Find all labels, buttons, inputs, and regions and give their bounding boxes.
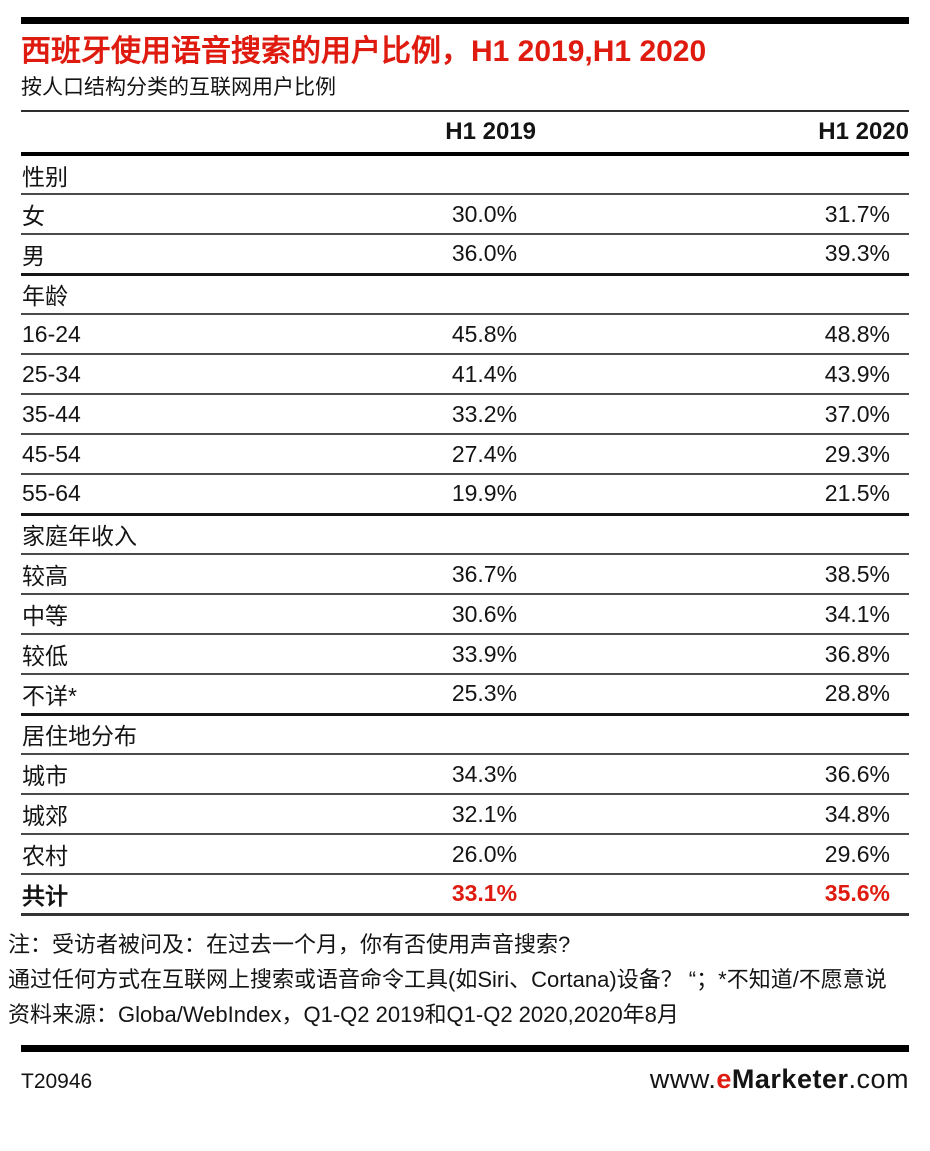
table-row: 男 36.0% 39.3% <box>21 234 909 274</box>
cell-value-h1-2020: 28.8% <box>824 680 890 707</box>
table-row: 较高 36.7% 38.5% <box>21 554 909 594</box>
row-label: 男 <box>22 242 45 269</box>
cell-value-h1-2019: 25.3% <box>451 680 518 707</box>
row-label: 35-44 <box>22 400 81 427</box>
row-label: 16-24 <box>22 320 81 347</box>
cell-value-h1-2019: 36.7% <box>451 560 518 587</box>
cell-value-h1-2019: 45.8% <box>451 320 518 347</box>
table-row: 女 30.0% 31.7% <box>21 194 909 234</box>
row-label-column-header <box>21 111 341 154</box>
table-row: 45-54 27.4% 29.3% <box>21 434 909 474</box>
note-line-source: 资料来源：Globa/WebIndex，Q1-Q2 2019和Q1-Q2 202… <box>8 1001 679 1027</box>
wordmark-www: www. <box>649 1063 717 1094</box>
top-divider-bar <box>21 17 909 24</box>
cell-value-h1-2019: 26.0% <box>451 840 518 867</box>
row-label: 农村 <box>22 843 68 869</box>
cell-value-h1-2020: 34.8% <box>824 800 890 827</box>
chart-subtitle: 按人口结构分类的互联网用户比例 <box>21 76 336 99</box>
cell-value-h1-2019: 27.4% <box>451 440 518 467</box>
row-label: 55-64 <box>22 480 81 507</box>
demographics-table: H1 2019 H1 2020 性别女 30.0% 31.7% 男 36.0% 39.3%… <box>21 110 909 916</box>
section-header-row: 居住地分布 <box>21 714 909 754</box>
row-label: 城郊 <box>22 803 68 829</box>
footnotes: 注：受访者被问及：在过去一个月，你有否使用声音搜索? 通过任何方式在互联网上搜索… <box>8 927 922 1032</box>
cell-value-h1-2020: 29.6% <box>824 840 890 867</box>
table-row: 城市 34.3% 36.6% <box>21 754 909 794</box>
cell-value-h1-2019: 34.3% <box>451 760 518 787</box>
cell-value-h1-2019: 30.6% <box>451 600 518 627</box>
chart-title: 西班牙使用语音搜索的用户比例，H1 2019,H1 2020 <box>21 35 707 68</box>
row-label: 城市 <box>22 763 68 789</box>
table-body: 性别女 30.0% 31.7% 男 36.0% 39.3% 年龄 16-24 45.8% 48.8… <box>21 154 909 914</box>
cell-value-h1-2019: 33.9% <box>451 640 518 667</box>
cell-value-h1-2019: 19.9% <box>451 480 518 507</box>
cell-value-h1-2020: 43.9% <box>824 360 890 387</box>
cell-value-h1-2020: 36.8% <box>824 640 890 667</box>
cell-value-h1-2019: 33.2% <box>451 400 518 427</box>
note-line-question: 注：受访者被问及：在过去一个月，你有否使用声音搜索? <box>8 931 571 957</box>
section-header-row: 性别 <box>21 154 909 194</box>
chart-id: T20946 <box>21 1069 93 1093</box>
row-label: 45-54 <box>22 440 81 467</box>
row-label: 共计 <box>22 882 68 909</box>
cell-value-h1-2020: 21.5% <box>824 480 890 507</box>
column-header-h1-2020: H1 2020 <box>818 118 909 145</box>
table-row: 城郊 32.1% 34.8% <box>21 794 909 834</box>
row-label: 不详* <box>22 682 77 709</box>
note-line-methodology: 通过任何方式在互联网上搜索或语音命令工具(如Siri、Cortana)设备？ “… <box>8 966 887 992</box>
table-row: 35-44 33.2% 37.0% <box>21 394 909 434</box>
cell-value-h1-2019: 32.1% <box>451 800 518 827</box>
row-label: 中等 <box>22 603 68 629</box>
wordmark-marketer: Marketer <box>731 1063 849 1094</box>
cell-value-h1-2020: 36.6% <box>824 760 890 787</box>
section-label: 性别 <box>22 163 68 190</box>
table-header: H1 2019 H1 2020 <box>21 111 909 154</box>
cell-value-h1-2020: 38.5% <box>824 560 890 587</box>
table-row: 农村 26.0% 29.6% <box>21 834 909 874</box>
table-row: 中等 30.6% 34.1% <box>21 594 909 634</box>
column-header-h1-2019: H1 2019 <box>445 118 537 145</box>
cell-value-h1-2020: 37.0% <box>824 400 890 427</box>
section-label: 居住地分布 <box>22 723 137 750</box>
section-label: 年龄 <box>22 283 68 310</box>
cell-value-h1-2020: 48.8% <box>824 320 890 347</box>
cell-value-h1-2020: 35.6% <box>824 880 890 907</box>
row-label: 较高 <box>22 563 68 589</box>
wordmark-e: e <box>716 1063 732 1094</box>
section-header-row: 家庭年收入 <box>21 514 909 554</box>
row-label: 较低 <box>22 643 68 669</box>
bottom-divider-bar <box>21 1044 909 1052</box>
cell-value-h1-2019: 41.4% <box>451 360 518 387</box>
cell-value-h1-2020: 29.3% <box>824 440 890 467</box>
cell-value-h1-2020: 39.3% <box>824 240 890 267</box>
table-row: 较低 33.9% 36.8% <box>21 634 909 674</box>
table-row: 不详* 25.3% 28.8% <box>21 674 909 714</box>
total-row: 共计 33.1% 35.6% <box>21 874 909 914</box>
cell-value-h1-2020: 31.7% <box>824 200 890 227</box>
footer: T20946 www.eMarketer.com <box>21 1064 909 1095</box>
table-row: 16-24 45.8% 48.8% <box>21 314 909 354</box>
column-header-row: H1 2019 H1 2020 <box>21 111 909 154</box>
wordmark-com: .com <box>848 1063 909 1094</box>
emarketer-wordmark: www.eMarketer.com <box>650 1064 909 1095</box>
table-row: 25-34 41.4% 43.9% <box>21 354 909 394</box>
row-label: 女 <box>22 203 45 229</box>
section-label: 家庭年收入 <box>22 523 137 550</box>
cell-value-h1-2019: 36.0% <box>451 240 518 267</box>
row-label: 25-34 <box>22 360 81 387</box>
section-header-row: 年龄 <box>21 274 909 314</box>
cell-value-h1-2019: 33.1% <box>451 880 518 907</box>
cell-value-h1-2019: 30.0% <box>451 200 518 227</box>
cell-value-h1-2020: 34.1% <box>824 600 890 627</box>
table-row: 55-64 19.9% 21.5% <box>21 474 909 514</box>
